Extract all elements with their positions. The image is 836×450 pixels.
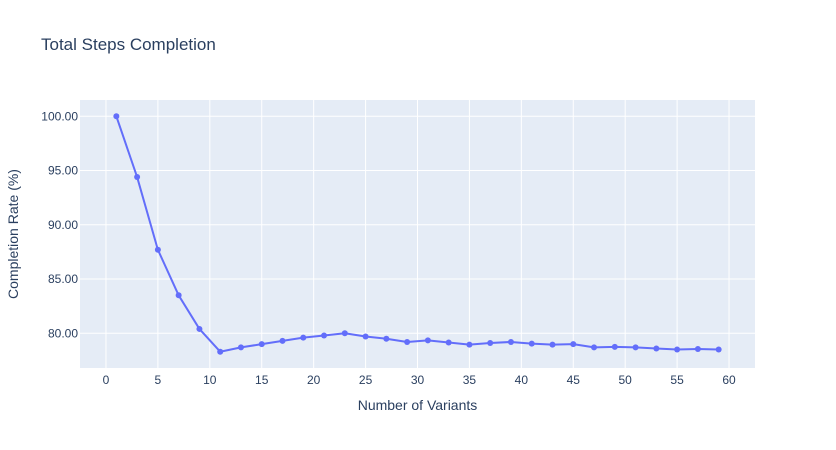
x-tick-label: 15 — [255, 373, 269, 387]
x-tick-label: 5 — [155, 373, 162, 387]
data-point[interactable] — [362, 333, 369, 340]
data-point[interactable] — [404, 338, 411, 345]
y-tick-label: 80.00 — [48, 326, 78, 340]
data-point[interactable] — [113, 113, 120, 120]
chart-title: Total Steps Completion — [41, 35, 216, 54]
data-point[interactable] — [217, 348, 224, 355]
data-point[interactable] — [674, 346, 681, 353]
data-point[interactable] — [175, 292, 182, 299]
x-tick-label: 35 — [463, 373, 477, 387]
data-point[interactable] — [653, 345, 660, 352]
x-tick-label: 10 — [203, 373, 217, 387]
data-point[interactable] — [321, 332, 328, 339]
data-point[interactable] — [549, 341, 556, 348]
y-axis-ticks: 80.00 85.00 90.00 95.00 100.00 — [41, 109, 78, 340]
data-point[interactable] — [591, 344, 598, 351]
data-point[interactable] — [424, 337, 431, 344]
y-tick-label: 85.00 — [48, 272, 78, 286]
data-point[interactable] — [507, 338, 514, 345]
y-tick-label: 95.00 — [48, 164, 78, 178]
x-tick-label: 0 — [103, 373, 110, 387]
y-tick-label: 100.00 — [41, 109, 78, 123]
data-point[interactable] — [300, 334, 307, 341]
y-tick-label: 90.00 — [48, 218, 78, 232]
data-point[interactable] — [611, 343, 618, 350]
x-tick-label: 55 — [670, 373, 684, 387]
data-point[interactable] — [445, 339, 452, 346]
x-tick-label: 20 — [307, 373, 321, 387]
data-point[interactable] — [715, 346, 722, 353]
data-point[interactable] — [154, 246, 161, 253]
x-tick-label: 25 — [359, 373, 373, 387]
data-point[interactable] — [632, 344, 639, 351]
x-tick-label: 45 — [567, 373, 581, 387]
data-point[interactable] — [279, 337, 286, 344]
x-tick-label: 30 — [411, 373, 425, 387]
y-axis-title: Completion Rate (%) — [5, 169, 21, 299]
data-point[interactable] — [528, 340, 535, 347]
data-point[interactable] — [341, 330, 348, 337]
data-point[interactable] — [694, 346, 701, 353]
data-point[interactable] — [487, 340, 494, 347]
data-point[interactable] — [196, 325, 203, 332]
data-point[interactable] — [383, 335, 390, 342]
series-line — [115, 115, 719, 353]
x-axis-ticks: 0 5 10 15 20 25 30 35 40 45 50 55 60 — [103, 373, 736, 387]
data-markers — [113, 113, 722, 355]
x-axis-title: Number of Variants — [358, 397, 478, 413]
data-point[interactable] — [466, 341, 473, 348]
data-point[interactable] — [258, 341, 265, 348]
x-tick-label: 40 — [515, 373, 529, 387]
series-layer — [115, 115, 719, 353]
x-tick-label: 60 — [722, 373, 736, 387]
data-point[interactable] — [570, 341, 577, 348]
data-point[interactable] — [237, 344, 244, 351]
data-point[interactable] — [134, 174, 141, 181]
grid-lines — [80, 100, 755, 368]
x-tick-label: 50 — [619, 373, 633, 387]
